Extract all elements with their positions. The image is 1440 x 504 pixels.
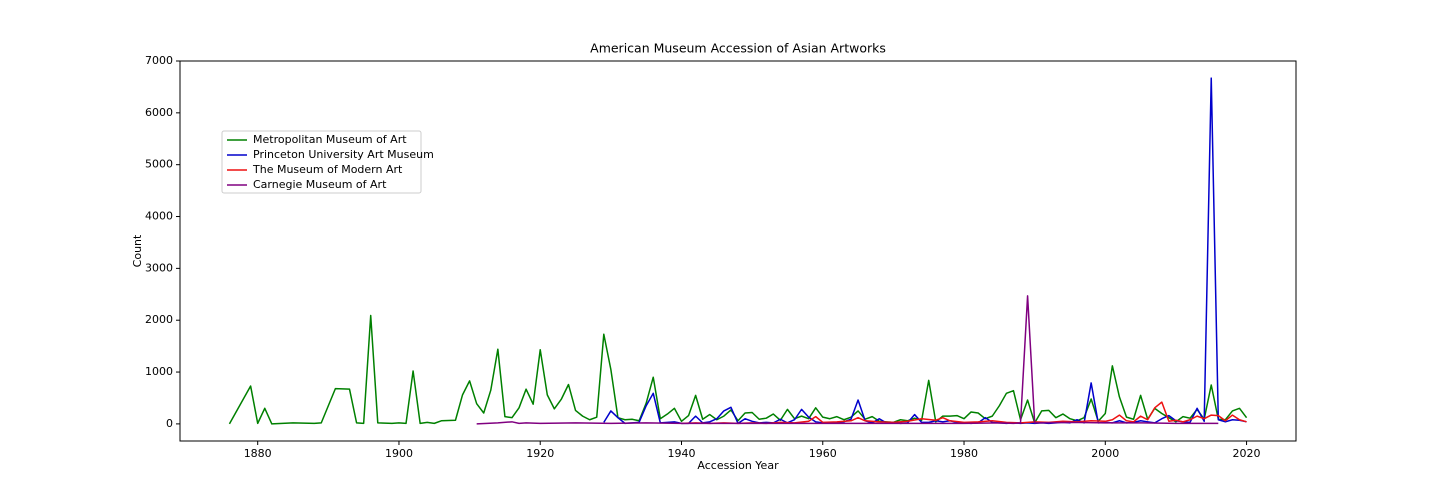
x-tick-label: 1900 (385, 447, 413, 460)
legend-label: Carnegie Museum of Art (253, 178, 387, 191)
y-tick-label: 7000 (145, 54, 173, 67)
y-tick-label: 6000 (145, 106, 173, 119)
plot-frame (179, 60, 1297, 442)
series-line (476, 295, 1219, 425)
y-tick-label: 1000 (145, 365, 173, 378)
y-tick-label: 0 (166, 417, 173, 430)
legend-label: The Museum of Modern Art (252, 163, 403, 176)
y-tick-label: 5000 (145, 158, 173, 171)
x-axis-label: Accession Year (697, 459, 779, 472)
legend: Metropolitan Museum of Art Princeton Univ… (221, 130, 434, 194)
series-line (228, 314, 1248, 425)
x-tick-label: 1960 (809, 447, 837, 460)
y-tick-label: 3000 (145, 261, 173, 274)
legend-label: Princeton University Art Museum (253, 148, 434, 161)
y-tick-label: 4000 (145, 210, 173, 223)
chart-title: American Museum Accession of Asian Artwo… (590, 41, 886, 56)
x-tick-label: 1940 (667, 447, 695, 460)
x-tick-label: 2000 (1091, 447, 1119, 460)
x-tick-label: 1980 (950, 447, 978, 460)
series-line (603, 77, 1247, 425)
x-tick-label: 1880 (244, 447, 272, 460)
series-line (681, 401, 1247, 425)
legend-label: Metropolitan Museum of Art (253, 133, 407, 146)
y-axis-label: Count (131, 234, 144, 267)
x-tick-label: 1920 (526, 447, 554, 460)
x-tick-label: 2020 (1233, 447, 1261, 460)
y-tick-label: 2000 (145, 313, 173, 326)
legend-box (221, 130, 422, 194)
